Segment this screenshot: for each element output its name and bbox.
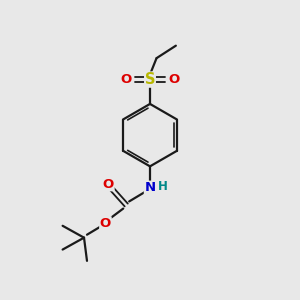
Text: O: O — [100, 217, 111, 230]
Text: O: O — [103, 178, 114, 191]
Text: O: O — [168, 73, 180, 86]
Text: O: O — [120, 73, 132, 86]
Text: H: H — [158, 180, 167, 193]
Text: N: N — [144, 181, 156, 194]
Text: S: S — [145, 72, 155, 87]
